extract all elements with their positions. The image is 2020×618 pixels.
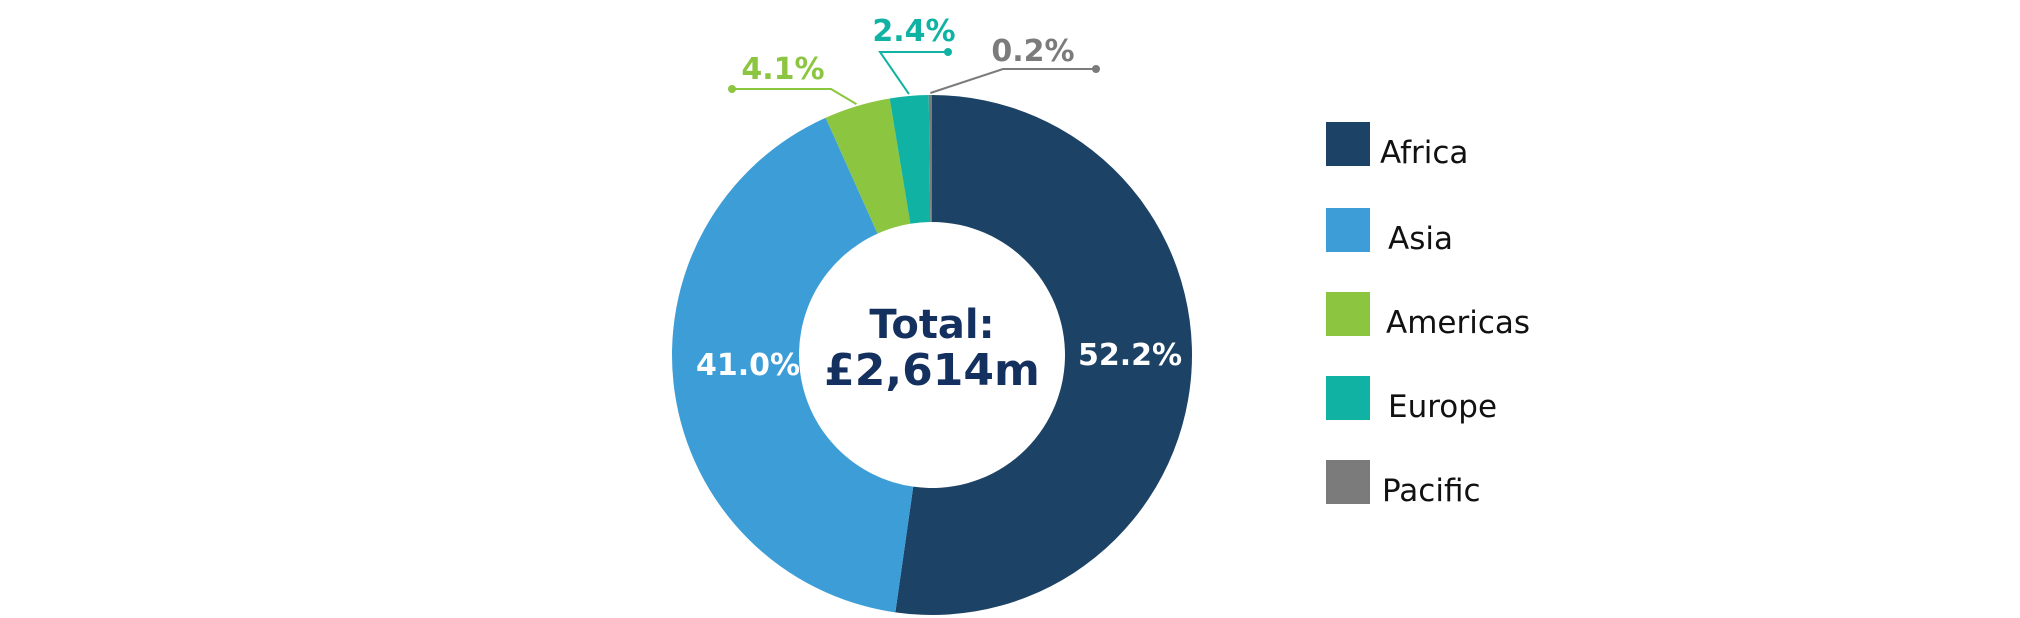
data-label-africa: 52.2% xyxy=(1078,338,1182,373)
data-label-asia: 41.0% xyxy=(696,348,800,383)
legend-swatch xyxy=(1326,122,1370,166)
legend-label: Asia xyxy=(1388,221,1453,257)
data-label-americas: 4.1% xyxy=(741,52,824,87)
center-title: Total: xyxy=(869,302,994,348)
legend-swatch xyxy=(1326,376,1370,420)
legend-swatch xyxy=(1326,208,1370,252)
leader-lines xyxy=(728,48,1100,105)
legend-label: Europe xyxy=(1388,389,1498,425)
leader-line-pacific-dot xyxy=(1092,65,1100,73)
leader-line-pacific xyxy=(930,68,1096,94)
slice-asia xyxy=(672,117,914,613)
data-label-europe: 2.4% xyxy=(872,14,955,49)
leader-line-europe-dot xyxy=(944,48,952,56)
legend-swatch xyxy=(1326,292,1370,336)
leader-line-europe xyxy=(878,51,948,95)
donut-slices xyxy=(672,95,1193,615)
leader-line-americas-dot xyxy=(728,85,736,93)
center-total: £2,614m xyxy=(824,345,1040,396)
slice-pacific xyxy=(928,95,932,223)
legend-label: Americas xyxy=(1386,305,1531,341)
leader-line-americas xyxy=(732,88,857,105)
legend-label: Africa xyxy=(1380,135,1469,171)
slice-americas xyxy=(825,98,911,234)
slice-labels: 52.2% 41.0% 4.1% 2.4% 0.2% xyxy=(696,14,1182,383)
legend-label: Pacific xyxy=(1382,473,1481,509)
legend-swatch xyxy=(1326,460,1370,504)
data-label-pacific: 0.2% xyxy=(991,34,1074,69)
slice-europe xyxy=(889,95,931,224)
slice-africa xyxy=(895,95,1193,615)
